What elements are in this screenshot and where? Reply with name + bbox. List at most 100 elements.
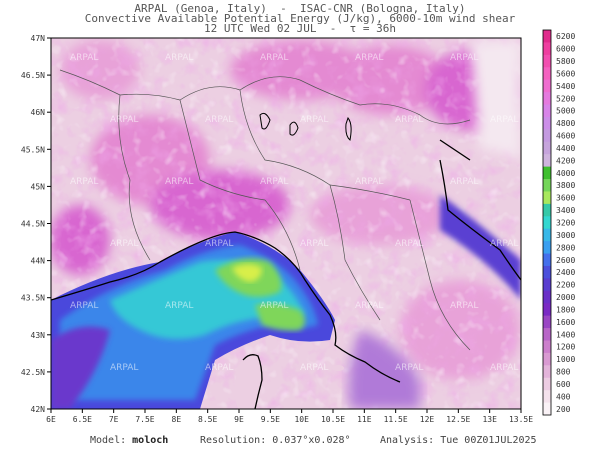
colorbar-label: 3800 xyxy=(556,181,575,190)
colorbar-label: 1800 xyxy=(556,305,575,314)
lon-tick-label: 6.5E xyxy=(73,415,92,424)
resolution-value: 0.037°x0.028° xyxy=(272,435,351,446)
colorbar-swatch xyxy=(543,92,551,106)
lat-tick-label: 45N xyxy=(31,182,46,191)
lon-tick-label: 8E xyxy=(172,415,182,424)
title-line-3: 12 UTC Wed 02 JUL - τ = 36h xyxy=(203,22,397,35)
colorbar-swatch xyxy=(543,303,551,317)
colorbar-swatch xyxy=(543,352,551,366)
colorbar-label: 6000 xyxy=(556,45,575,54)
colorbar-label: 800 xyxy=(556,368,571,377)
watermark-label: ARPAL xyxy=(355,177,383,187)
colorbar-label: 2800 xyxy=(556,243,575,252)
lon-tick-label: 10E xyxy=(294,415,309,424)
corsica-land xyxy=(234,354,262,409)
colorbar-swatch xyxy=(543,377,551,391)
colorbar-label: 3600 xyxy=(556,194,575,203)
analysis-label: Analysis: xyxy=(380,435,435,446)
colorbar-swatch xyxy=(543,79,551,93)
watermark-label: ARPAL xyxy=(205,239,233,249)
watermark-label: ARPAL xyxy=(395,239,423,249)
lat-tick-label: 44N xyxy=(31,257,46,266)
watermark-label: ARPAL xyxy=(395,363,423,373)
title-line-2: Convective Available Potential Energy (J… xyxy=(84,12,516,25)
colorbar-swatch xyxy=(543,241,551,255)
watermark-label: ARPAL xyxy=(450,177,478,187)
watermark-label: ARPAL xyxy=(490,115,518,125)
watermark-label: ARPAL xyxy=(110,239,138,249)
watermark-label: ARPAL xyxy=(205,115,233,125)
footer-analysis: Analysis: Tue 00Z01JUL2025 xyxy=(380,435,537,446)
colorbar-swatch xyxy=(543,390,551,404)
model-label: Model: xyxy=(90,435,127,446)
lat-tick-label: 43N xyxy=(31,331,46,340)
colorbar-swatch xyxy=(543,154,551,168)
watermark-text: ARPAL ARPAL ARPAL ARPAL ARPAL ARPAL ARPAL ARPAL… xyxy=(70,53,518,373)
colorbar-swatch xyxy=(543,253,551,267)
colorbar-swatch xyxy=(543,216,551,230)
colorbar-label: 3400 xyxy=(556,206,575,215)
watermark-label: ARPAL xyxy=(110,363,138,373)
watermark-label: ARPAL xyxy=(165,53,193,63)
watermark-label: ARPAL xyxy=(165,177,193,187)
colorbar-label: 4600 xyxy=(556,132,575,141)
colorbar-swatch xyxy=(543,54,551,68)
colorbar-swatch xyxy=(543,30,551,43)
colorbar: 6200 6000 5800 5600 5400 5200 5000 4800 4600 4400… xyxy=(542,29,575,416)
adriatic-sea-field xyxy=(440,195,521,300)
colorbar-label: 5000 xyxy=(556,107,575,116)
colorbar-label: 1400 xyxy=(556,330,575,339)
colorbar-swatch xyxy=(543,67,551,81)
colorbar-label: 4400 xyxy=(556,144,575,153)
watermark-label: ARPAL xyxy=(490,239,518,249)
colorbar-swatch xyxy=(543,141,551,155)
watermark-label: ARPAL xyxy=(70,53,98,63)
admin-borders xyxy=(59,69,471,351)
analysis-value: Tue 00Z01JUL2025 xyxy=(440,435,537,446)
colorbar-swatch xyxy=(543,228,551,242)
colorbar-label: 1200 xyxy=(556,343,575,352)
title-line-1: ARPAL (Genoa, Italy) - ISAC-CNR (Bologna… xyxy=(134,2,466,15)
watermark-label: ARPAL xyxy=(300,115,328,125)
elba-land xyxy=(332,365,344,371)
colorbar-label: 200 xyxy=(556,405,571,414)
watermark-label: ARPAL xyxy=(450,53,478,63)
watermark-label: ARPAL xyxy=(205,363,233,373)
colorbar-label: 4000 xyxy=(556,169,575,178)
colorbar-swatch xyxy=(543,203,551,217)
lon-tick-label: 9.5E xyxy=(261,415,280,424)
colorbar-label: 1600 xyxy=(556,318,575,327)
colorbar-label: 2400 xyxy=(556,268,575,277)
colorbar-frame xyxy=(542,29,552,416)
lon-tick-label: 9E xyxy=(234,415,244,424)
footer-model: Model: moloch xyxy=(90,435,168,446)
colorbar-label: 5200 xyxy=(556,94,575,103)
colorbar-label: 5800 xyxy=(556,57,575,66)
colorbar-label: 2200 xyxy=(556,281,575,290)
lon-tick-label: 13.5E xyxy=(509,415,533,424)
lat-tick-label: 45.5N xyxy=(21,145,45,154)
watermark-label: ARPAL xyxy=(490,363,518,373)
cape-field: ARPAL ARPAL ARPAL ARPAL ARPAL ARPAL ARPAL ARPAL… xyxy=(51,38,521,409)
lon-tick-label: 12E xyxy=(420,415,435,424)
lon-tick-label: 6E xyxy=(46,415,56,424)
watermark-label: ARPAL xyxy=(395,115,423,125)
longitude-axis: 6E 6.5E 7E 7.5E 8E 8.5E 9E 9.5E 10E 10.5E 11E 11.5E… xyxy=(46,409,533,424)
lon-tick-label: 8.5E xyxy=(198,415,217,424)
lat-tick-label: 47N xyxy=(31,34,46,43)
colorbar-label: 2000 xyxy=(556,293,575,302)
watermark-label: ARPAL xyxy=(165,301,193,311)
watermark-label: ARPAL xyxy=(355,53,383,63)
resolution-label: Resolution: xyxy=(200,435,267,446)
lon-tick-label: 12.5E xyxy=(446,415,470,424)
colorbar-swatch xyxy=(543,402,551,416)
lat-tick-label: 42.5N xyxy=(21,368,45,377)
watermark-label: ARPAL xyxy=(450,301,478,311)
lat-tick-label: 46N xyxy=(31,108,46,117)
colorbar-label: 6200 xyxy=(556,32,575,41)
lon-tick-label: 11E xyxy=(357,415,372,424)
model-value: moloch xyxy=(132,435,169,446)
colorbar-swatch xyxy=(543,116,551,130)
colorbar-swatch xyxy=(543,191,551,205)
